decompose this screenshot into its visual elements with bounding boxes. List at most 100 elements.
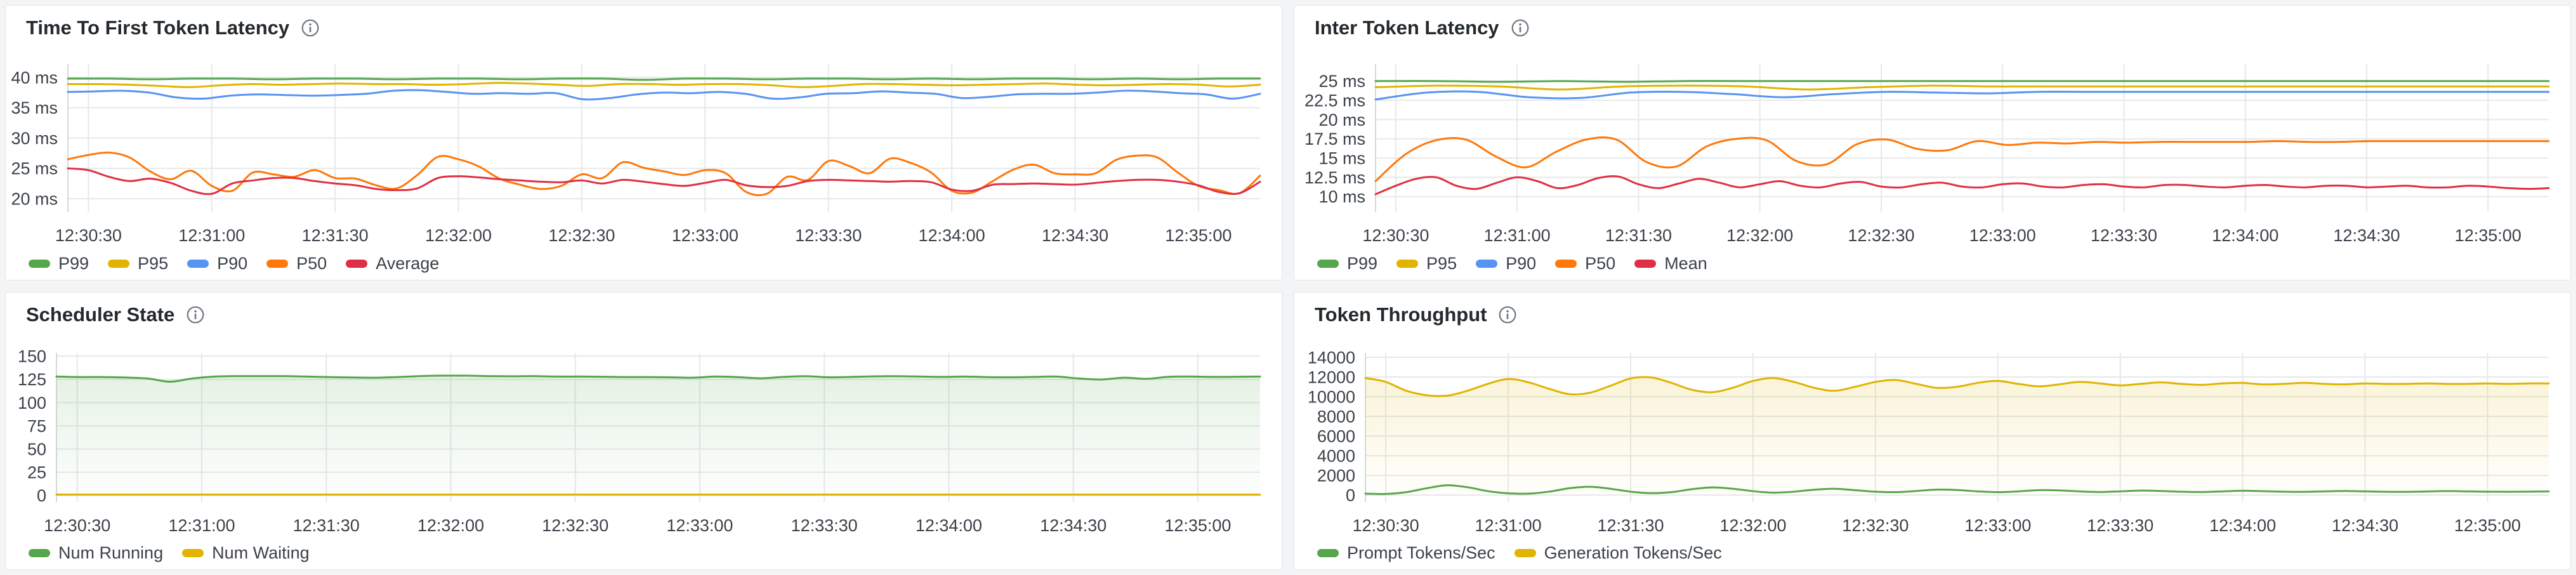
y-tick-label: 125: [18, 370, 46, 389]
y-tick-label: 50: [27, 440, 46, 459]
x-tick-label: 12:33:30: [795, 226, 862, 245]
legend-label: P50: [1585, 254, 1616, 273]
y-tick-label: 0: [37, 486, 46, 505]
legend-swatch: [346, 260, 368, 268]
legend-item-p50[interactable]: P50: [266, 255, 327, 272]
panel-header: Inter Token Latency: [1315, 16, 1530, 39]
legend-swatch: [1555, 260, 1577, 268]
legend-swatch: [1317, 260, 1339, 268]
series-line-generation-tokens-sec: [1364, 376, 2550, 397]
info-icon[interactable]: [186, 305, 205, 324]
series-area-generation-tokens-sec: [1365, 377, 2549, 496]
x-tick-label: 12:31:00: [178, 226, 245, 245]
legend-label: Prompt Tokens/Sec: [1347, 543, 1495, 562]
panel-title[interactable]: Inter Token Latency: [1315, 17, 1499, 39]
series-line-average: [67, 167, 1261, 195]
x-tick-label: 12:33:30: [2091, 226, 2157, 245]
legend-swatch: [1317, 549, 1339, 557]
legend-item-prompt-tokens-sec[interactable]: Prompt Tokens/Sec: [1317, 545, 1495, 562]
ttft-chart[interactable]: 40 ms 35 ms 30 ms 25 ms 20 ms 12:30:30 12:31:0…: [6, 6, 1282, 280]
y-tick-label: 100: [18, 393, 46, 413]
chart-svg: 150 125 100 75 50 25 0 12:30:30 12:31:00 12:31:30…: [18, 347, 1261, 535]
legend-swatch: [266, 260, 289, 268]
panel-header: Time To First Token Latency: [26, 16, 320, 39]
legend-item-num-waiting[interactable]: Num Waiting: [182, 545, 310, 562]
y-tick-label: 22.5 ms: [1304, 91, 1365, 110]
throughput-chart[interactable]: 14000 12000 10000 8000 6000 4000 2000 0 12:30:30…: [1294, 293, 2570, 569]
panel-inter-token-latency: Inter Token Latency 25 ms 22.5 ms 20 ms 17.…: [1294, 5, 2571, 281]
x-tick-label: 12:31:00: [168, 516, 235, 535]
panel-token-throughput: Token Throughput 14000 12000 10000 8000 6000…: [1294, 292, 2571, 570]
y-tick-label: 8000: [1317, 407, 1355, 426]
x-tick-label: 12:34:00: [916, 516, 982, 535]
x-tick-label: 12:30:30: [55, 226, 122, 245]
legend-label: Num Waiting: [212, 543, 310, 562]
legend-item-p95[interactable]: P95: [108, 255, 168, 272]
y-tick-label: 40 ms: [11, 68, 58, 87]
panel-title[interactable]: Scheduler State: [26, 303, 175, 326]
y-tick-label: 25: [27, 463, 46, 482]
legend-label: P90: [1506, 254, 1537, 273]
legend-item-p99[interactable]: P99: [1317, 255, 1377, 272]
x-tick-label: 12:32:00: [417, 516, 484, 535]
legend-item-p90[interactable]: P90: [1476, 255, 1536, 272]
legend-item-average[interactable]: Average: [346, 255, 439, 272]
legend-swatch: [182, 549, 204, 557]
panel-title[interactable]: Time To First Token Latency: [26, 17, 290, 39]
x-tick-label: 12:31:00: [1484, 226, 1551, 245]
ttft-legend: P99 P95 P90 P50 Average: [29, 255, 439, 272]
legend-swatch: [1634, 260, 1657, 268]
series-line-p95: [1374, 84, 2550, 91]
x-tick-label: 12:34:30: [1040, 516, 1107, 535]
series-line-p90: [67, 89, 1261, 101]
y-tick-label: 150: [18, 347, 46, 366]
legend-item-p90[interactable]: P90: [187, 255, 247, 272]
gridlines: [67, 64, 1260, 212]
x-tick-label: 12:35:00: [1164, 516, 1231, 535]
legend-swatch: [187, 260, 209, 268]
legend-label: P95: [1426, 254, 1457, 273]
x-tick-label: 12:32:00: [425, 226, 492, 245]
x-tick-label: 12:30:30: [44, 516, 110, 535]
y-tick-label: 75: [27, 416, 46, 435]
info-icon[interactable]: [1498, 305, 1517, 324]
x-tick-label: 12:34:30: [2332, 516, 2398, 535]
legend-item-generation-tokens-sec[interactable]: Generation Tokens/Sec: [1514, 543, 1722, 562]
legend-item-p50[interactable]: P50: [1555, 255, 1615, 272]
series-line-p50: [1374, 136, 2550, 182]
x-tick-label: 12:30:30: [1362, 226, 1429, 245]
x-tick-label: 12:35:00: [2455, 226, 2521, 245]
x-tick-label: 12:34:00: [918, 226, 985, 245]
x-tick-label: 12:34:00: [2212, 226, 2278, 245]
legend-swatch: [1396, 260, 1419, 268]
legend-swatch: [29, 549, 50, 557]
y-tick-label: 20 ms: [1318, 110, 1365, 129]
y-tick-label: 12000: [1308, 367, 1355, 387]
info-icon[interactable]: [301, 18, 320, 37]
panel-title[interactable]: Token Throughput: [1315, 303, 1487, 326]
legend-item-p99[interactable]: P99: [29, 255, 89, 272]
legend-item-p95[interactable]: P95: [1396, 255, 1457, 272]
panel-ttft-latency: Time To First Token Latency 40 ms 35 ms 30…: [5, 5, 1282, 281]
scheduler-chart[interactable]: 150 125 100 75 50 25 0 12:30:30 12:31:00 12:31:30…: [6, 293, 1282, 569]
x-tick-label: 12:30:30: [1353, 516, 1419, 535]
x-tick-label: 12:31:30: [1597, 516, 1664, 535]
x-tick-label: 12:31:30: [293, 516, 360, 535]
legend-label: P50: [296, 254, 327, 273]
y-tick-label: 15 ms: [1318, 149, 1365, 168]
x-tick-label: 12:32:30: [1848, 226, 1914, 245]
x-tick-label: 12:33:00: [1964, 516, 2031, 535]
legend-label: P95: [138, 254, 169, 273]
legend-item-num-running[interactable]: Num Running: [29, 545, 163, 562]
x-tick-label: 12:32:30: [548, 226, 615, 245]
info-icon[interactable]: [1511, 18, 1530, 37]
itl-chart[interactable]: 25 ms 22.5 ms 20 ms 17.5 ms 15 ms 12.5 ms 10 m…: [1294, 6, 2570, 280]
legend-label: Average: [376, 254, 440, 273]
legend-item-mean[interactable]: Mean: [1634, 255, 1707, 272]
legend-swatch: [108, 260, 130, 268]
series-line-p99: [1374, 80, 2550, 83]
legend-swatch: [1514, 549, 1536, 557]
y-tick-label: 17.5 ms: [1304, 129, 1365, 149]
legend-label: Generation Tokens/Sec: [1544, 543, 1722, 562]
